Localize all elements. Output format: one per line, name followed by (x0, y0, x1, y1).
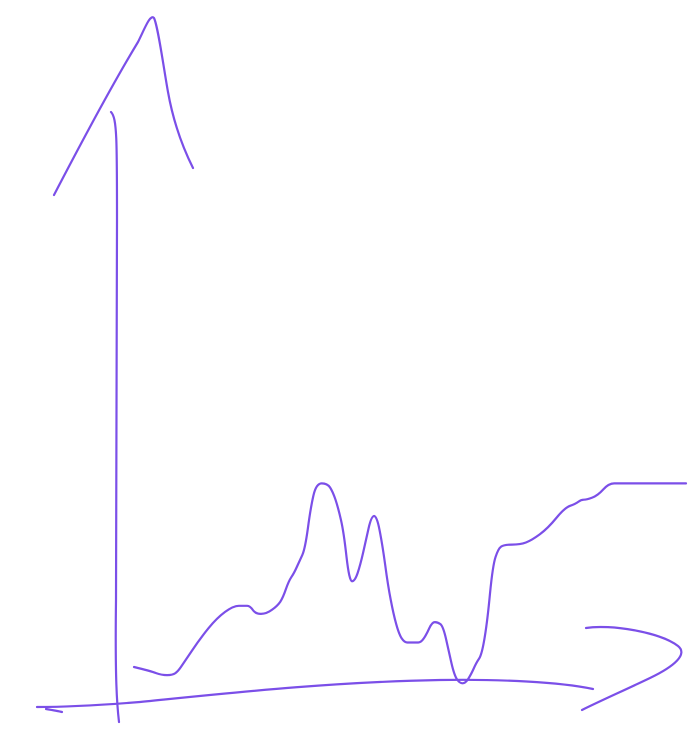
y-axis-arrowhead (52, 16, 195, 197)
series-line-sketch-line (132, 482, 688, 685)
x-axis-arrowhead (580, 625, 683, 712)
series-layer (132, 482, 688, 685)
y-axis (109, 110, 121, 724)
x-axis-tail (44, 707, 64, 714)
x-axis (35, 678, 595, 709)
